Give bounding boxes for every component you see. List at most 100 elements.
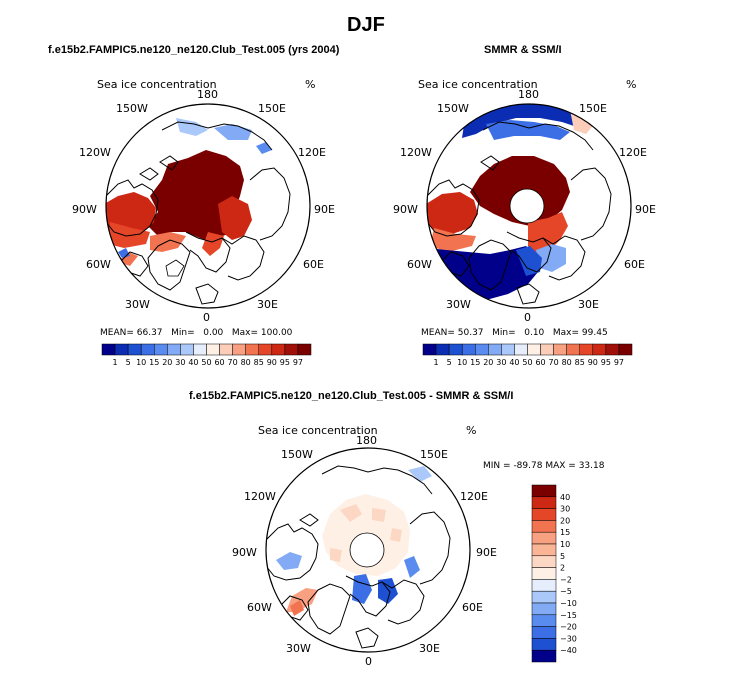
panel1-stats: MEAN= 66.37 Min= 0.00 Max= 100.00	[100, 328, 293, 338]
panel3-colorbar-label: 20	[560, 516, 570, 525]
panel2-colorbar-label: 60	[535, 358, 545, 367]
panel3-colorbar-swatch	[531, 626, 557, 639]
panel3-pole-hole	[349, 532, 385, 568]
panel1-colorbar-swatch	[284, 343, 299, 356]
panel3-colorbar-swatch	[531, 496, 557, 509]
panel2-colorbar-swatch	[475, 343, 489, 356]
panel2-colorbar-label: 90	[588, 358, 598, 367]
panel2-colorbar-swatch	[605, 343, 620, 356]
panel3-units: %	[466, 424, 477, 437]
panel2-colorbar-swatch	[527, 343, 541, 356]
panel1-colorbar-label: 20	[162, 358, 172, 367]
panel2-units: %	[626, 78, 637, 91]
panel1-lon-120e: 120E	[298, 146, 326, 159]
panel3-colorbar-label: −30	[560, 634, 577, 643]
panel1-map	[106, 118, 291, 305]
panel1-subtitle: f.e15b2.FAMPIC5.ne120_ne120.Club_Test.00…	[48, 44, 340, 56]
panel2-lon-90w: 90W	[393, 203, 418, 216]
panel1-colorbar-label: 85	[254, 358, 264, 367]
panel1-ice-field	[106, 118, 272, 266]
panel3-colorbar-label: −2	[560, 575, 572, 584]
panel2-colorbar-swatch	[488, 343, 502, 356]
panel1-lon-60w: 60W	[86, 258, 111, 271]
panel3-colorbar-swatch	[531, 484, 557, 498]
panel2-lon-150w: 150W	[437, 102, 469, 115]
panel2-field-label: Sea ice concentration	[418, 78, 538, 91]
panel3-lon-120w: 120W	[244, 490, 276, 503]
panel1-colorbar-label: 5	[126, 358, 131, 367]
panel1-colorbar-label: 10	[136, 358, 146, 367]
panel3-colorbar-swatch	[531, 614, 557, 627]
panel3-colorbar: 40 30 20 15 10 5 2 −2 −5 −10 −15 −20 −30 −40	[531, 484, 577, 663]
panel3-colorbar-swatch	[531, 555, 557, 568]
panel2-lon-60e: 60E	[624, 258, 645, 271]
panel2-colorbar-label: 95	[601, 358, 611, 367]
panel1-colorbar-swatch	[101, 343, 116, 356]
panel2-colorbar-swatch	[448, 343, 463, 356]
panel1-colorbar-swatch	[167, 343, 181, 356]
panel3-colorbar-label: −15	[560, 611, 577, 620]
panel3-colorbar-swatch	[531, 579, 557, 592]
panel3-colorbar-swatch	[531, 520, 557, 533]
panel2-stats: MEAN= 50.37 Min= 0.10 Max= 99.45	[421, 328, 608, 338]
panel1-colorbar-swatch	[180, 343, 194, 356]
panel2-map-border	[426, 103, 632, 309]
panel1-colorbar-label: 15	[149, 358, 159, 367]
panel2-colorbar-swatch	[514, 343, 528, 356]
panel3-colorbar-swatch	[531, 508, 557, 521]
panel1-lon-30w: 30W	[125, 298, 150, 311]
panel2-lon-180: 180	[518, 88, 539, 101]
panel3-lon-30e: 30E	[419, 642, 440, 655]
panel1-land	[165, 259, 185, 277]
panel1-colorbar: 1 5 10 15 20 30 40 50 60 70 80 85 90 95 97	[101, 343, 312, 367]
panel3-lon-180: 180	[356, 434, 377, 447]
panel2-pole-hole	[509, 188, 545, 224]
panel1-lon-120w: 120W	[79, 146, 111, 159]
panel2-colorbar-swatch	[435, 343, 450, 356]
panel3-lon-90w: 90W	[232, 546, 257, 559]
panel2-colorbar-label: 30	[496, 358, 506, 367]
panel2-coastlines	[427, 121, 612, 305]
panel2-colorbar-label: 85	[575, 358, 585, 367]
panel1-colorbar-swatch	[193, 343, 207, 356]
panel1-colorbar-swatch	[232, 343, 246, 356]
panel2-lon-0: 0	[524, 311, 531, 324]
panel2-colorbar-label: 15	[470, 358, 480, 367]
panel2-colorbar-label: 70	[549, 358, 559, 367]
panel3-lon-150e: 150E	[420, 448, 448, 461]
panel3-colorbar-label: −5	[560, 587, 572, 596]
panel3-colorbar-label: −20	[560, 623, 577, 632]
panel2-colorbar-label: 80	[562, 358, 572, 367]
panel1-colorbar-swatch	[219, 343, 233, 356]
panel2-lon-120e: 120E	[619, 146, 647, 159]
panel1-colorbar-label: 97	[293, 358, 303, 367]
panel3-stats: MIN = -89.78 MAX = 33.18	[483, 461, 605, 471]
panel2-colorbar-label: 20	[483, 358, 493, 367]
panel3-colorbar-swatch	[531, 567, 557, 580]
figure-title: DJF	[347, 14, 385, 36]
panel3-lon-30w: 30W	[286, 642, 311, 655]
panel3-map	[266, 465, 451, 649]
panel1-coastlines	[106, 121, 291, 305]
panel3-colorbar-label: 40	[560, 493, 570, 502]
panel1-lon-60e: 60E	[303, 258, 324, 271]
panel2-lon-30w: 30W	[446, 298, 471, 311]
panel3-colorbar-label: 15	[560, 528, 570, 537]
panel1-colorbar-swatch	[114, 343, 129, 356]
panel1-field-label: Sea ice concentration	[97, 78, 217, 91]
panel3-coastlines	[266, 465, 451, 649]
panel2-colorbar-swatch	[618, 343, 633, 356]
panel1-colorbar-label: 70	[228, 358, 238, 367]
panel1-lon-180: 180	[197, 88, 218, 101]
panel3-colorbar-swatch	[531, 649, 557, 663]
panel2-colorbar-swatch	[566, 343, 580, 356]
panel1-colorbar-swatch	[245, 343, 259, 356]
panel2-colorbar-swatch	[592, 343, 607, 356]
panel3-lon-150w: 150W	[281, 448, 313, 461]
panel1-colorbar-label: 50	[201, 358, 211, 367]
panel2-colorbar-swatch	[501, 343, 515, 356]
panel1-colorbar-swatch	[258, 343, 273, 356]
panel2-ice-field	[427, 104, 596, 304]
panel1-colorbar-label: 30	[175, 358, 185, 367]
